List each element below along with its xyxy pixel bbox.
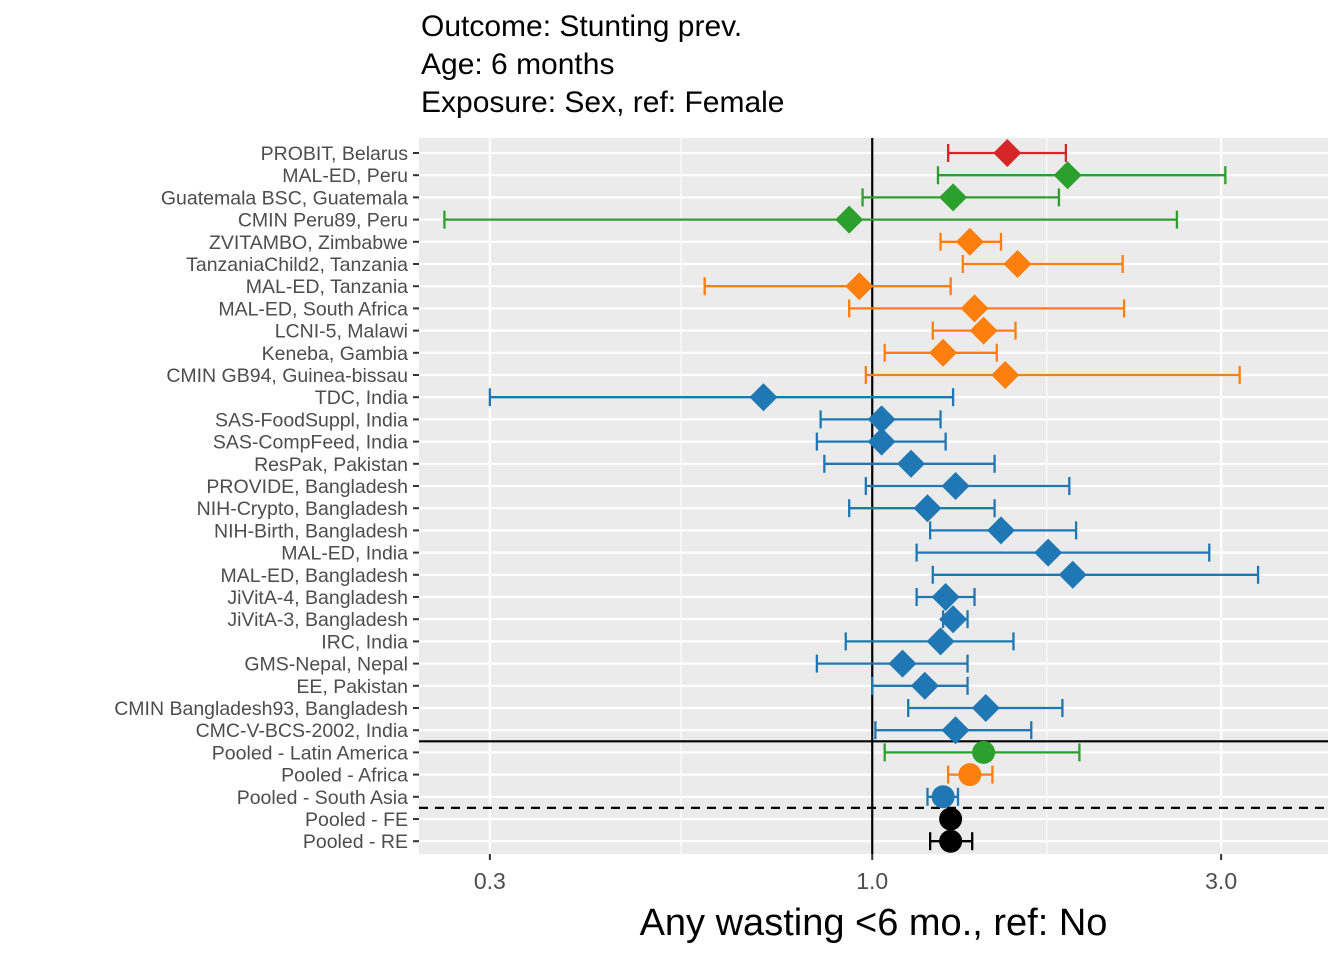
y-tick-label: IRC, India	[321, 631, 408, 653]
estimate-circle	[939, 829, 963, 853]
estimate-diamond	[969, 316, 998, 345]
estimate-diamond	[960, 294, 989, 323]
chart-title-line-2: Age: 6 months	[421, 48, 615, 81]
estimate-diamond	[1053, 161, 1082, 190]
estimate-diamond	[987, 516, 1016, 545]
x-tick-label: 0.3	[474, 868, 506, 894]
y-tick-label: EE, Pakistan	[296, 676, 408, 698]
y-tick-label: PROBIT, Belarus	[261, 143, 409, 165]
estimate-diamond	[939, 605, 968, 634]
y-tick-label: MAL-ED, Peru	[282, 165, 408, 187]
estimate-circle	[939, 807, 963, 831]
estimate-diamond	[929, 338, 958, 367]
y-tick-label: ResPak, Pakistan	[254, 454, 408, 476]
estimate-diamond	[835, 205, 864, 234]
estimate-diamond	[941, 472, 970, 500]
y-tick-label: NIH-Crypto, Bangladesh	[197, 498, 408, 520]
x-tick-label: 1.0	[856, 868, 888, 894]
y-tick-label: PROVIDE, Bangladesh	[206, 476, 408, 498]
estimate-diamond	[867, 427, 896, 456]
estimate-diamond	[931, 583, 960, 611]
estimate-diamond	[867, 405, 896, 434]
y-tick-label: LCNI-5, Malawi	[275, 321, 408, 343]
y-tick-label: Pooled - Latin America	[212, 742, 408, 764]
panel-background	[419, 138, 1328, 854]
y-tick-label: MAL-ED, South Africa	[218, 298, 408, 320]
y-tick-label: CMIN Bangladesh93, Bangladesh	[114, 698, 408, 720]
estimate-diamond	[955, 227, 984, 256]
y-tick-label: CMIN GB94, Guinea-bissau	[166, 365, 408, 387]
x-axis-title: Any wasting <6 mo., ref: No	[640, 902, 1108, 944]
y-tick-label: SAS-CompFeed, India	[213, 432, 408, 454]
chart-title-line-1: Outcome: Stunting prev.	[421, 10, 743, 43]
y-tick-label: SAS-FoodSuppl, India	[215, 409, 408, 431]
y-tick-label: Pooled - Africa	[281, 765, 408, 787]
y-tick-label: JiVitA-3, Bangladesh	[227, 609, 408, 631]
y-tick-label: Pooled - FE	[305, 809, 408, 831]
y-tick-label: Guatemala BSC, Guatemala	[161, 187, 408, 209]
y-tick-label: GMS-Nepal, Nepal	[244, 654, 408, 676]
estimate-circle	[931, 785, 955, 809]
y-tick-label: Pooled - South Asia	[237, 787, 408, 809]
estimate-diamond	[910, 671, 939, 700]
y-tick-label: ZVITAMBO, Zimbabwe	[209, 232, 408, 254]
y-tick-label: JiVitA-4, Bangladesh	[227, 587, 408, 609]
estimate-diamond	[913, 494, 942, 523]
estimate-diamond	[939, 183, 968, 212]
y-tick-label: CMC-V-BCS-2002, India	[196, 720, 409, 742]
estimate-diamond	[993, 139, 1022, 167]
x-tick-label: 3.0	[1205, 868, 1237, 894]
estimate-diamond	[1003, 250, 1032, 278]
y-tick-label: Keneba, Gambia	[262, 343, 409, 365]
y-tick-label: TDC, India	[315, 387, 408, 409]
estimate-diamond	[941, 716, 970, 745]
estimate-diamond	[749, 383, 778, 412]
chart-title-line-3: Exposure: Sex, ref: Female	[421, 86, 785, 119]
y-tick-label: Pooled - RE	[303, 831, 408, 853]
estimate-diamond	[897, 449, 926, 478]
y-tick-label: MAL-ED, Tanzania	[246, 276, 408, 298]
estimate-diamond	[971, 694, 1000, 722]
y-tick-label: NIH-Birth, Bangladesh	[214, 520, 408, 542]
estimate-diamond	[845, 272, 874, 301]
estimate-diamond	[888, 649, 917, 678]
estimate-circle	[958, 763, 982, 787]
y-tick-label: MAL-ED, India	[281, 543, 408, 565]
estimate-diamond	[1058, 560, 1087, 589]
estimate-diamond	[1034, 538, 1063, 567]
y-tick-label: MAL-ED, Bangladesh	[220, 565, 408, 587]
y-tick-label: TanzaniaChild2, Tanzania	[186, 254, 408, 276]
estimate-circle	[972, 740, 996, 764]
estimate-diamond	[926, 627, 955, 656]
estimate-diamond	[991, 361, 1020, 389]
y-tick-label: CMIN Peru89, Peru	[238, 210, 408, 232]
